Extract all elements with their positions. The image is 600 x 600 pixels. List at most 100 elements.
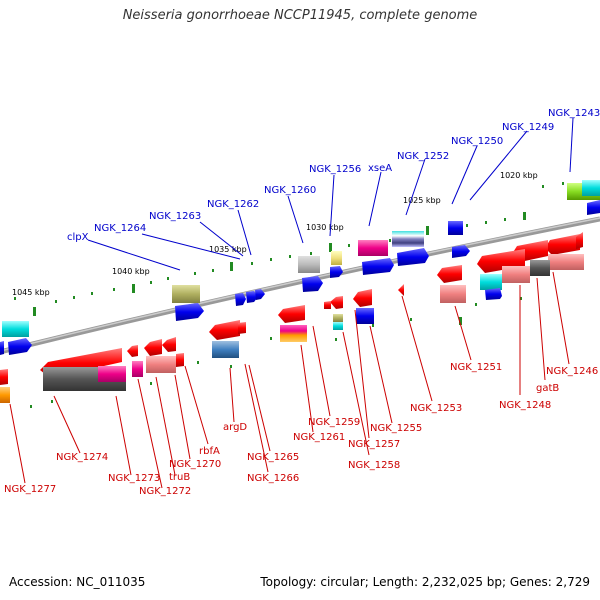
gene-label-upper[interactable]: NGK_1263 <box>149 211 201 222</box>
gene-feature[interactable] <box>530 260 550 276</box>
gene-label-lower[interactable]: NGK_1274 <box>56 452 108 463</box>
gene-arrow[interactable] <box>278 305 305 323</box>
gene-arrow[interactable] <box>127 345 138 357</box>
gene-label-lower[interactable]: NGK_1277 <box>4 484 56 495</box>
gene-label-lower[interactable]: NGK_1259 <box>308 417 360 428</box>
gene-label-lower[interactable]: argD <box>223 422 247 433</box>
kbp-tick-label: 1030 kbp <box>306 223 344 232</box>
lower-gene-label-text: NGK_1246 gatB NGK_1248 NGK_1251 NGK_1253… <box>4 362 598 497</box>
gene-label-upper[interactable]: NGK_1264 <box>94 223 146 234</box>
gene-arrow[interactable] <box>576 232 583 249</box>
gene-arrow[interactable] <box>362 258 394 275</box>
gene-arrow[interactable] <box>175 303 204 321</box>
genome-backbone-highlight <box>0 217 600 352</box>
gene-feature[interactable] <box>298 256 320 273</box>
gene-feature[interactable] <box>480 274 502 290</box>
gene-feature[interactable] <box>0 387 10 403</box>
gene-feature[interactable] <box>331 251 342 265</box>
gene-label-lower[interactable]: rbfA <box>199 446 220 457</box>
gene-arrow[interactable] <box>209 320 240 340</box>
gene-label-upper[interactable]: xseA <box>368 163 392 174</box>
gene-label-lower[interactable]: NGK_1251 <box>450 362 502 373</box>
gene-arrow[interactable] <box>235 293 246 306</box>
gene-arrow[interactable] <box>330 296 343 309</box>
gene-label-upper[interactable]: clpX <box>67 232 89 243</box>
gene-arrow[interactable] <box>353 289 372 307</box>
gene-label-lower[interactable]: truB <box>169 472 190 483</box>
gene-feature[interactable] <box>98 366 126 382</box>
gene-label-lower[interactable]: NGK_1258 <box>348 460 400 471</box>
map-title: Neisseria gonorrhoeae NCCP11945, complet… <box>122 8 478 23</box>
gene-arrow[interactable] <box>246 291 258 303</box>
forward-gene-track <box>0 180 600 355</box>
gene-label-lower[interactable]: NGK_1248 <box>499 400 551 411</box>
gene-label-lower[interactable]: NGK_1253 <box>410 403 462 414</box>
gene-feature[interactable] <box>356 308 374 324</box>
gene-arrow[interactable] <box>545 234 580 255</box>
gene-feature[interactable] <box>146 356 176 373</box>
upper-tick-row <box>14 182 564 316</box>
gene-label-lower[interactable]: NGK_1246 <box>546 366 598 377</box>
gene-arrow[interactable] <box>0 341 4 355</box>
gene-label-upper[interactable]: NGK_1262 <box>207 199 259 210</box>
gene-arrow[interactable] <box>485 288 502 300</box>
gene-label-upper[interactable]: NGK_1260 <box>264 185 316 196</box>
genome-summary: Topology: circular; Length: 2,232,025 bp… <box>260 575 590 589</box>
gene-feature[interactable] <box>502 266 530 283</box>
lower-tick-row <box>30 297 522 408</box>
gene-feature[interactable] <box>358 240 388 256</box>
gene-arrow[interactable] <box>238 322 246 334</box>
gene-feature[interactable] <box>392 231 424 247</box>
gene-feature[interactable] <box>440 285 466 303</box>
gene-feature[interactable] <box>333 314 343 322</box>
gene-arrow[interactable] <box>324 301 331 309</box>
gene-feature[interactable] <box>548 254 584 270</box>
gene-arrow[interactable] <box>144 339 162 356</box>
gene-feature[interactable] <box>582 180 600 196</box>
gene-label-lower[interactable]: NGK_1273 <box>108 473 160 484</box>
gene-label-lower[interactable]: NGK_1270 <box>169 459 221 470</box>
upper-gene-labels <box>87 117 574 271</box>
gene-arrow[interactable] <box>162 337 176 352</box>
kbp-tick-label: 1020 kbp <box>500 171 538 180</box>
gene-arrow[interactable] <box>397 248 429 266</box>
gene-feature[interactable] <box>280 325 307 342</box>
gene-arrow[interactable] <box>452 245 470 258</box>
gene-arrow[interactable] <box>330 266 343 278</box>
gene-feature[interactable] <box>333 322 343 330</box>
gene-arrow[interactable] <box>587 200 600 215</box>
gene-label-lower[interactable]: NGK_1272 <box>139 486 191 497</box>
gene-feature[interactable] <box>132 361 143 377</box>
gene-feature[interactable] <box>212 341 239 358</box>
gene-label-lower[interactable]: NGK_1255 <box>370 423 422 434</box>
gene-arrow[interactable] <box>255 289 265 300</box>
gene-feature[interactable] <box>2 321 29 337</box>
gene-label-upper[interactable]: NGK_1252 <box>397 151 449 162</box>
gene-label-upper[interactable]: NGK_1249 <box>502 122 554 133</box>
kbp-tick-label: 1045 kbp <box>12 288 50 297</box>
gene-arrow[interactable] <box>437 265 462 283</box>
gene-arrow[interactable] <box>302 276 323 292</box>
gene-label-lower[interactable]: NGK_1266 <box>247 473 299 484</box>
kbp-tick-label: 1025 kbp <box>403 196 441 205</box>
gene-arrow[interactable] <box>176 353 184 367</box>
upper-gene-label-text: NGK_1243 NGK_1249 NGK_1250 NGK_1252 xseA… <box>67 108 600 243</box>
gene-label-upper[interactable]: NGK_1250 <box>451 136 503 147</box>
gene-arrow[interactable] <box>0 369 8 385</box>
gene-label-upper[interactable]: NGK_1243 <box>548 108 600 119</box>
kbp-tick-label: 1040 kbp <box>112 267 150 276</box>
gene-label-lower[interactable]: gatB <box>536 383 559 394</box>
gene-label-lower[interactable]: NGK_1257 <box>348 439 400 450</box>
lower-gene-labels <box>9 271 570 489</box>
gene-arrow[interactable] <box>8 338 32 355</box>
gene-feature[interactable] <box>448 221 463 235</box>
gene-label-lower[interactable]: NGK_1265 <box>247 452 299 463</box>
gene-label-upper[interactable]: NGK_1256 <box>309 164 361 175</box>
genome-backbone <box>0 216 600 355</box>
gene-arrow[interactable] <box>398 284 404 296</box>
gene-feature[interactable] <box>172 285 200 303</box>
kbp-tick-label: 1035 kbp <box>209 245 247 254</box>
gene-label-lower[interactable]: NGK_1261 <box>293 432 345 443</box>
accession-label: Accession: NC_011035 <box>9 575 146 589</box>
